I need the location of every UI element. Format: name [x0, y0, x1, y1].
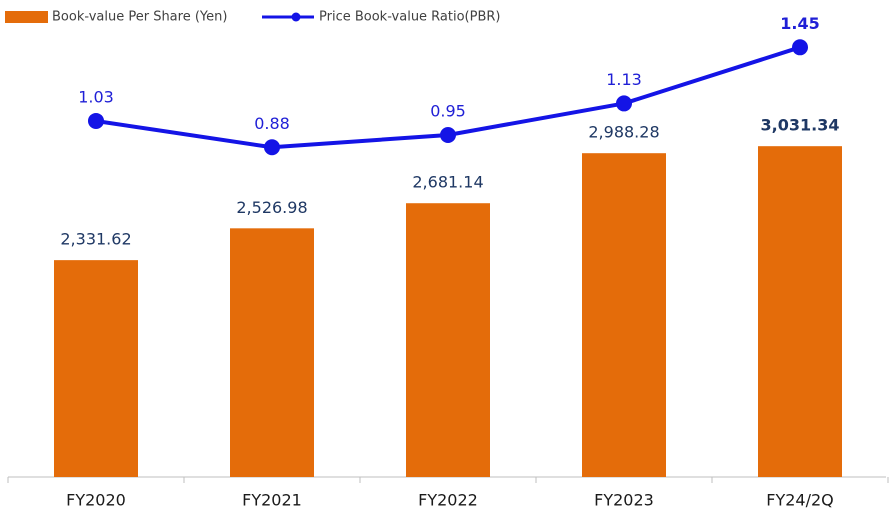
line-marker	[792, 39, 808, 56]
line-label: 1.03	[78, 87, 114, 106]
line-label: 1.13	[606, 70, 642, 89]
bar-label: 2,681.14	[412, 173, 483, 192]
x-tick-label: FY2020	[66, 491, 126, 510]
bar	[406, 203, 490, 477]
line-label: 1.45	[780, 14, 819, 33]
bar	[582, 153, 666, 477]
x-tick-label: FY2021	[242, 491, 302, 510]
bar-label: 2,526.98	[236, 198, 307, 217]
line-marker	[440, 127, 456, 143]
bar-label: 2,331.62	[60, 230, 131, 249]
legend-swatch-marker	[291, 12, 301, 22]
bar	[230, 228, 314, 477]
legend-label: Price Book-value Ratio(PBR)	[319, 10, 501, 25]
x-tick-label: FY2022	[418, 491, 478, 510]
bar-label: 3,031.34	[761, 116, 840, 135]
line-marker	[88, 112, 104, 129]
line-marker	[616, 95, 632, 112]
line-label: 0.88	[254, 114, 290, 133]
x-tick-label: FY2023	[594, 491, 654, 510]
line-label: 0.95	[430, 102, 466, 121]
legend: Book-value Per Share (Yen) Price Book-va…	[5, 10, 501, 25]
x-tick-label: FY24/2Q	[766, 491, 834, 510]
bar-label: 2,988.28	[588, 123, 659, 142]
legend-swatch-bar	[5, 11, 48, 23]
line-marker	[264, 139, 280, 156]
bar	[758, 146, 842, 478]
bar	[54, 260, 138, 477]
legend-label: Book-value Per Share (Yen)	[52, 10, 227, 25]
